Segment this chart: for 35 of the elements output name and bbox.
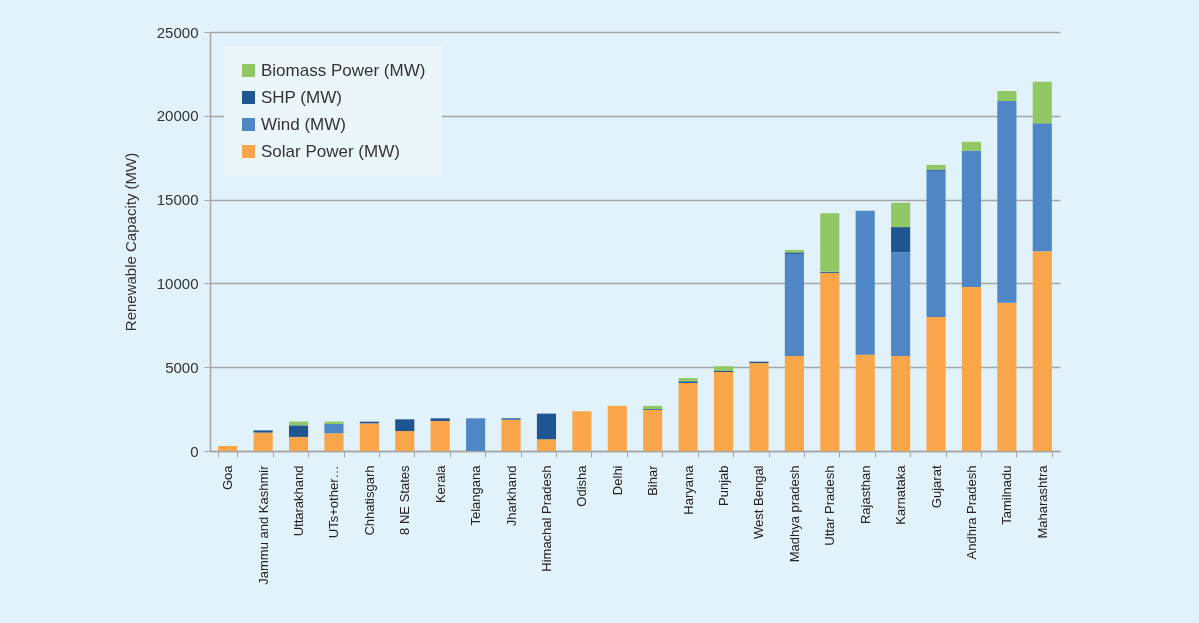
y-tick-label: 10000 bbox=[156, 274, 199, 292]
x-tick-label: Tamilnadu bbox=[999, 465, 1015, 525]
x-tick-label: Goa bbox=[220, 464, 236, 491]
x-tick-label: 8 NE States bbox=[397, 465, 413, 535]
x-tick-label: Andhra Pradesh bbox=[963, 465, 979, 560]
x-tick-label: Madhya pradesh bbox=[786, 465, 802, 563]
x-tick-label: Himachal Pradesh bbox=[538, 465, 554, 572]
x-tick-label: Uttarakhand bbox=[291, 465, 307, 537]
x-tick-label: Karnataka bbox=[893, 464, 909, 525]
x-tick-label: Chhatisgarh bbox=[361, 465, 377, 536]
y-tick-label: 15000 bbox=[156, 191, 199, 209]
y-axis-title: Renewable Capacity (MW) bbox=[121, 152, 139, 332]
x-tick-label: Jharkhand bbox=[503, 465, 519, 527]
x-tick-label: West Bengal bbox=[751, 465, 767, 539]
legend-label: SHP (MW) bbox=[261, 87, 342, 107]
x-tick-label: Bihar bbox=[645, 464, 661, 496]
x-tick-label: UTs+other… bbox=[326, 465, 342, 539]
x-tick-label: Haryana bbox=[680, 464, 696, 515]
x-tick-label: Jammu and Kashmir bbox=[255, 464, 271, 585]
x-tick-label: Delhi bbox=[609, 465, 625, 496]
x-tick-label: Punjab bbox=[716, 465, 732, 506]
y-tick-label: 20000 bbox=[156, 107, 199, 125]
y-tick-label: 25000 bbox=[156, 23, 199, 41]
legend-label: Solar Power (MW) bbox=[261, 141, 400, 161]
x-tick-label: Maharashtra bbox=[1034, 464, 1050, 539]
x-tick-label: Rajasthan bbox=[857, 465, 873, 525]
legend-label: Biomass Power (MW) bbox=[261, 60, 426, 80]
y-tick-label: 5000 bbox=[165, 358, 199, 376]
x-tick-label: Kerala bbox=[432, 464, 448, 504]
legend-label: Wind (MW) bbox=[261, 114, 346, 134]
x-tick-label: Uttar Pradesh bbox=[822, 465, 838, 546]
x-tick-label: Gujarat bbox=[928, 465, 944, 509]
y-tick-label: 0 bbox=[190, 442, 199, 460]
x-tick-label: Telangana bbox=[468, 464, 484, 526]
x-tick-label: Odisha bbox=[574, 464, 590, 507]
